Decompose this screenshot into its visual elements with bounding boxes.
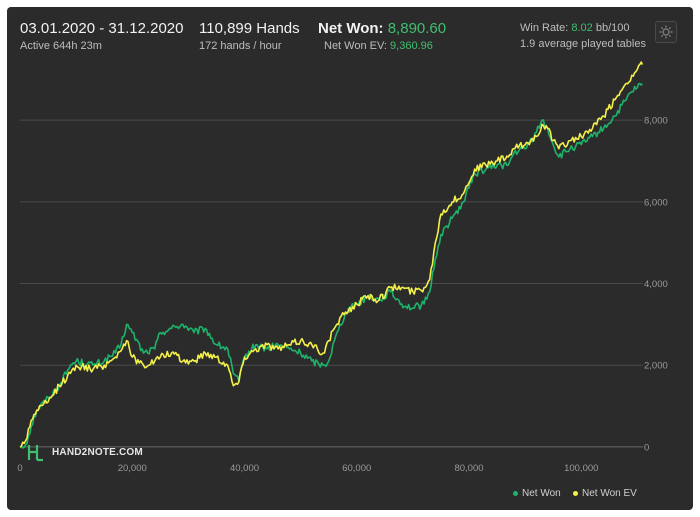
win-rate-label: Win Rate: bbox=[520, 22, 569, 34]
net-won-ev: Net Won EV: 9,360.96 bbox=[324, 40, 433, 52]
x-tick-label: 0 bbox=[17, 463, 22, 474]
net-won-line bbox=[19, 82, 643, 449]
x-tick-label: 20,000 bbox=[118, 463, 147, 474]
y-tick-label: 0 bbox=[644, 442, 649, 453]
net-won-value: 8,890.60 bbox=[387, 20, 447, 37]
net-won-ev-value: 9,360.96 bbox=[390, 40, 433, 52]
win-rate-value: 8.02 bbox=[571, 22, 593, 34]
winnings-chart: 0 2,000 4,000 6,000 8,000 0 20,000 40,000 60,000… bbox=[17, 61, 668, 474]
hands-count: 110,899 Hands bbox=[199, 20, 300, 37]
net-won-ev-line bbox=[19, 61, 644, 448]
settings-button[interactable] bbox=[655, 21, 677, 43]
y-tick-label: 6,000 bbox=[644, 197, 668, 208]
win-rate-unit: bb/100 bbox=[595, 22, 630, 34]
active-time: Active 644h 23m bbox=[20, 40, 102, 52]
legend-net-won[interactable]: Net Won bbox=[513, 488, 561, 499]
hands-per-hour: 172 hands / hour bbox=[199, 40, 282, 52]
win-rate: Win Rate: 8.02 bb/100 bbox=[520, 22, 630, 34]
x-tick-label: 100,000 bbox=[564, 463, 598, 474]
y-tick-label: 4,000 bbox=[644, 279, 668, 290]
net-won-ev-label: Net Won EV: bbox=[324, 40, 387, 52]
legend-net-won-ev-marker bbox=[573, 490, 578, 496]
net-won: Net Won: 8,890.60 bbox=[318, 20, 446, 37]
legend-net-won-ev[interactable]: Net Won EV bbox=[573, 488, 637, 499]
x-tick-label: 80,000 bbox=[454, 463, 483, 474]
y-tick-label: 2,000 bbox=[644, 361, 668, 372]
x-tick-label: 40,000 bbox=[230, 463, 259, 474]
date-range: 03.01.2020 - 31.12.2020 bbox=[20, 20, 184, 37]
logo-text: HAND2NOTE.COM bbox=[52, 447, 143, 458]
legend-net-won-marker bbox=[513, 490, 518, 496]
legend-net-won-label: Net Won bbox=[522, 488, 561, 499]
legend-net-won-ev-label: Net Won EV bbox=[582, 488, 637, 499]
average-tables: 1.9 average played tables bbox=[520, 38, 646, 50]
graph-panel: 03.01.2020 - 31.12.2020 Active 644h 23m … bbox=[7, 7, 693, 510]
hand2note-logo: HAND2NOTE.COM bbox=[27, 443, 147, 468]
y-tick-label: 8,000 bbox=[644, 116, 668, 127]
net-won-label: Net Won: bbox=[318, 20, 384, 37]
hand2note-logo-icon bbox=[27, 445, 43, 462]
gear-icon bbox=[659, 25, 673, 39]
x-tick-label: 60,000 bbox=[342, 463, 371, 474]
